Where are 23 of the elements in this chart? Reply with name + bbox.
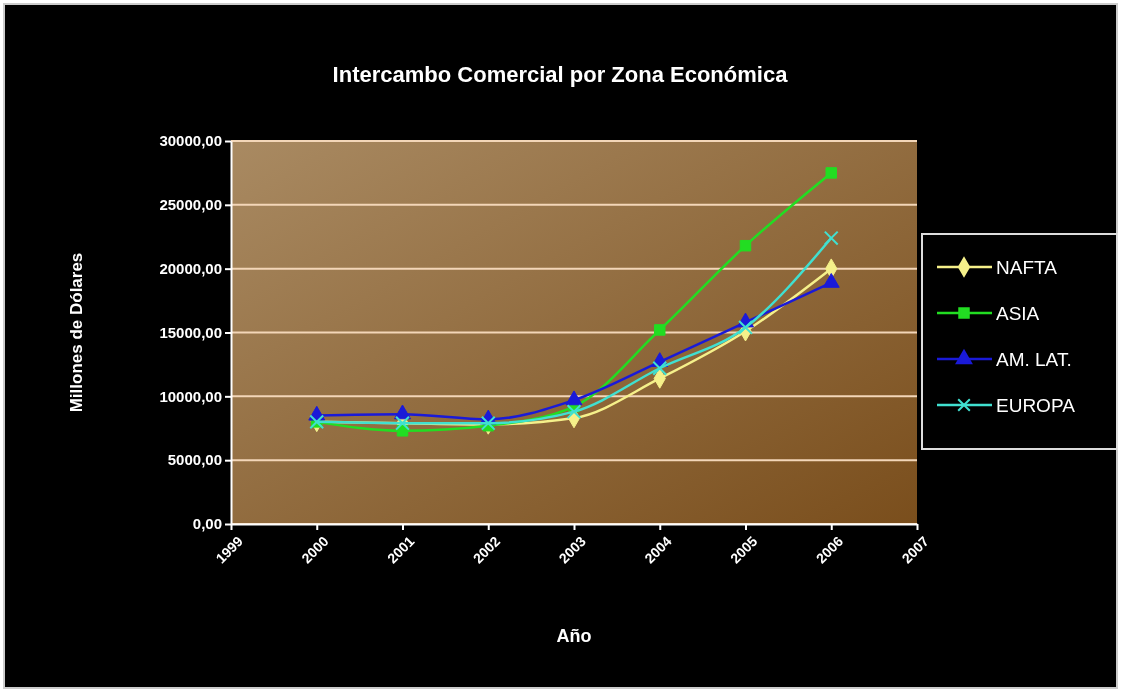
point — [566, 404, 582, 420]
point — [823, 230, 839, 246]
legend-label: EUROPA — [996, 395, 1076, 416]
legend-label: NAFTA — [996, 257, 1058, 278]
y-tick-label: 0,00 — [192, 515, 222, 533]
y-tick-label: 30000,00 — [159, 132, 222, 150]
chart-title: Intercambo Comercial por Zona Económica — [332, 62, 789, 87]
point — [565, 390, 583, 406]
point — [654, 324, 666, 336]
y-tick-label: 20000,00 — [159, 259, 222, 277]
point — [739, 239, 752, 252]
y-axis-title: Millones de Dólares — [67, 252, 86, 413]
point — [738, 319, 753, 335]
y-tick-label: 5000,00 — [167, 451, 222, 469]
point — [480, 415, 496, 431]
legend-label: ASIA — [996, 303, 1040, 324]
y-tick-label: 10000,00 — [159, 387, 222, 405]
x-axis-title: Año — [556, 626, 592, 646]
legend-label: AM. LAT. — [996, 349, 1072, 370]
point — [825, 167, 837, 179]
y-tick-label: 15000,00 — [159, 323, 222, 341]
point — [652, 360, 668, 376]
y-tick-label: 25000,00 — [159, 196, 222, 214]
